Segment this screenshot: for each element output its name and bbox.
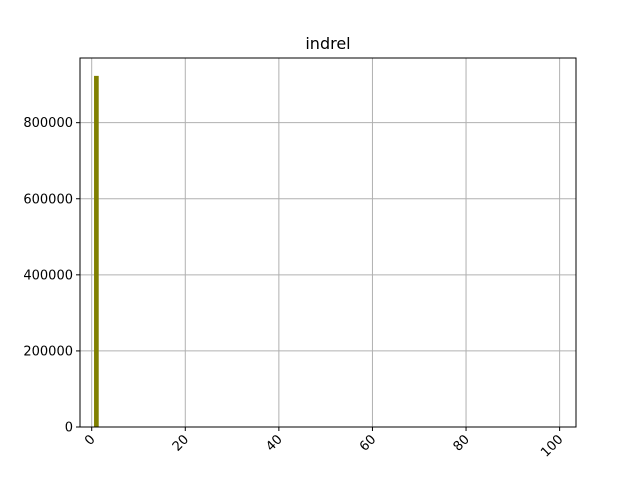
y-tick-label: 0 xyxy=(65,421,73,436)
x-tick-label: 60 xyxy=(357,432,379,454)
plot-area-frame xyxy=(79,57,577,428)
y-tick-label: 200000 xyxy=(23,344,73,359)
x-tick-label: 40 xyxy=(263,432,285,454)
x-tick-label: 100 xyxy=(538,432,566,460)
grid-lines xyxy=(80,58,576,428)
y-tick-label: 800000 xyxy=(23,116,73,131)
y-tick-label: 400000 xyxy=(23,268,73,283)
x-tick-label: 80 xyxy=(451,432,473,454)
histogram-bars xyxy=(94,75,99,427)
y-axis-ticks: 0 200000 400000 600000 800000 xyxy=(23,116,80,436)
chart-title: indrel xyxy=(305,34,350,53)
x-tick-label: 0 xyxy=(82,432,98,448)
histogram-bar xyxy=(94,75,99,427)
y-tick-label: 600000 xyxy=(23,192,73,207)
x-tick-label: 20 xyxy=(170,432,192,454)
x-axis-ticks: 0 20 40 60 80 100 xyxy=(82,427,566,460)
